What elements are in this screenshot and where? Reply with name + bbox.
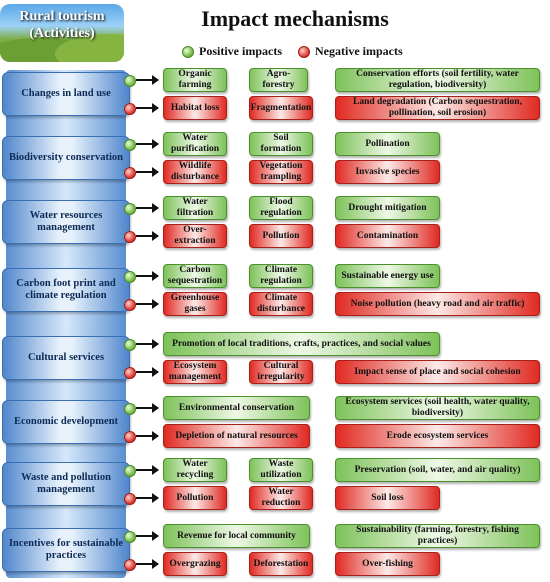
positive-impact-box: Promotion of local traditions, crafts, p…: [163, 332, 440, 356]
negative-impact-box: Invasive species: [335, 160, 440, 184]
negative-impact-box: Vegetation trampling: [249, 160, 313, 184]
arrow-icon: [136, 493, 159, 503]
positive-impact-box: Agro-forestry: [249, 68, 308, 92]
negative-impact-box: Land degradation (Carbon sequestration, …: [335, 96, 540, 120]
positive-dot-icon: [182, 45, 194, 58]
positive-impact-box: Carbon sequestration: [163, 264, 227, 288]
negative-impact-box: Ecosystem management: [163, 360, 227, 384]
negative-impact-box: Over-extraction: [163, 224, 227, 248]
arrow-icon: [136, 203, 159, 213]
positive-dot-icon: [124, 203, 136, 215]
negative-impact-box: Fragmentation: [249, 96, 313, 120]
negative-dot-icon: [298, 45, 310, 58]
logo-text-line-1: Rural tourism: [19, 9, 105, 24]
category-box: Biodiversity conservation: [2, 136, 130, 180]
category-box: Incentives for sustainable practices: [2, 528, 130, 572]
negative-dot-icon: [124, 367, 136, 379]
negative-impact-box: Habitat loss: [163, 96, 227, 120]
positive-impact-box: Environmental conservation: [163, 396, 310, 420]
category-box: Changes in land use: [2, 72, 130, 116]
arrow-icon: [136, 75, 159, 85]
negative-impact-box: Pollution: [163, 486, 227, 510]
category-box: Cultural services: [2, 336, 130, 380]
negative-dot-icon: [124, 103, 136, 115]
positive-impact-box: Soil formation: [249, 132, 313, 156]
legend-positive-label: Positive impacts: [199, 44, 282, 58]
positive-impact-box: Water filtration: [163, 196, 227, 220]
negative-impact-box: Water reduction: [249, 486, 313, 510]
arrow-icon: [136, 465, 159, 475]
negative-impact-box: Deforestation: [249, 552, 313, 576]
negative-impact-box: Depletion of natural resources: [163, 424, 310, 448]
positive-impact-box: Organic farming: [163, 68, 227, 92]
positive-dot-icon: [124, 75, 136, 87]
positive-impact-box: Flood regulation: [249, 196, 313, 220]
negative-impact-box: Overgrazing: [163, 552, 227, 576]
positive-impact-box: Preservation (soil, water, and air quali…: [335, 458, 540, 482]
legend-negative-label: Negative impacts: [315, 44, 403, 58]
positive-dot-icon: [124, 139, 136, 151]
negative-dot-icon: [124, 431, 136, 443]
negative-dot-icon: [124, 559, 136, 571]
negative-impact-box: Impact sense of place and social cohesio…: [335, 360, 540, 384]
positive-impact-box: Climate regulation: [249, 264, 313, 288]
category-box: Waste and pollution management: [2, 462, 130, 506]
negative-impact-box: Cultural irregularity: [249, 360, 313, 384]
rural-tourism-logo: Rural tourism (Activities): [0, 4, 124, 62]
arrow-icon: [136, 271, 159, 281]
negative-impact-box: Contamination: [335, 224, 440, 248]
positive-impact-box: Sustainable energy use: [335, 264, 440, 288]
positive-impact-box: Drought mitigation: [335, 196, 440, 220]
negative-impact-box: Wildlife disturbance: [163, 160, 227, 184]
arrow-icon: [136, 231, 159, 241]
category-box: Carbon foot print and climate regulation: [2, 268, 130, 312]
positive-impact-box: Water purification: [163, 132, 227, 156]
positive-dot-icon: [124, 531, 136, 543]
negative-impact-box: Soil loss: [335, 486, 440, 510]
positive-dot-icon: [124, 403, 136, 415]
legend-negative: Negative impacts: [298, 44, 403, 59]
category-box: Economic development: [2, 400, 130, 444]
logo-text-line-2: (Activities): [29, 26, 95, 41]
positive-dot-icon: [124, 465, 136, 477]
arrow-icon: [136, 559, 159, 569]
negative-dot-icon: [124, 231, 136, 243]
negative-dot-icon: [124, 167, 136, 179]
positive-impact-box: Conservation efforts (soil fertility, wa…: [335, 68, 540, 92]
positive-impact-box: Waste utilization: [249, 458, 313, 482]
category-box: Water resources management: [2, 200, 130, 244]
positive-dot-icon: [124, 339, 136, 351]
logo-text: Rural tourism (Activities): [0, 8, 124, 42]
arrow-icon: [136, 367, 159, 377]
arrow-icon: [136, 403, 159, 413]
legend-positive: Positive impacts: [182, 44, 282, 59]
positive-impact-box: Sustainability (farming, forestry, fishi…: [335, 524, 540, 548]
negative-dot-icon: [124, 493, 136, 505]
negative-impact-box: Greenhouse gases: [163, 292, 227, 316]
arrow-icon: [136, 103, 159, 113]
positive-impact-box: Ecosystem services (soil health, water q…: [335, 396, 540, 420]
negative-impact-box: Pollution: [249, 224, 313, 248]
negative-impact-box: Climate disturbance: [249, 292, 313, 316]
arrow-icon: [136, 531, 159, 541]
positive-impact-box: Water recycling: [163, 458, 227, 482]
positive-dot-icon: [124, 271, 136, 283]
diagram-title: Impact mechanisms: [201, 6, 389, 31]
negative-impact-box: Over-fishing: [335, 552, 440, 576]
negative-impact-box: Noise pollution (heavy road and air traf…: [335, 292, 540, 316]
arrow-icon: [136, 431, 159, 441]
arrow-icon: [136, 139, 159, 149]
positive-impact-box: Pollination: [335, 132, 440, 156]
arrow-icon: [136, 299, 159, 309]
arrow-icon: [136, 167, 159, 177]
arrow-icon: [136, 339, 159, 349]
negative-impact-box: Erode ecosystem services: [335, 424, 540, 448]
negative-dot-icon: [124, 299, 136, 311]
positive-impact-box: Revenue for local community: [163, 524, 310, 548]
